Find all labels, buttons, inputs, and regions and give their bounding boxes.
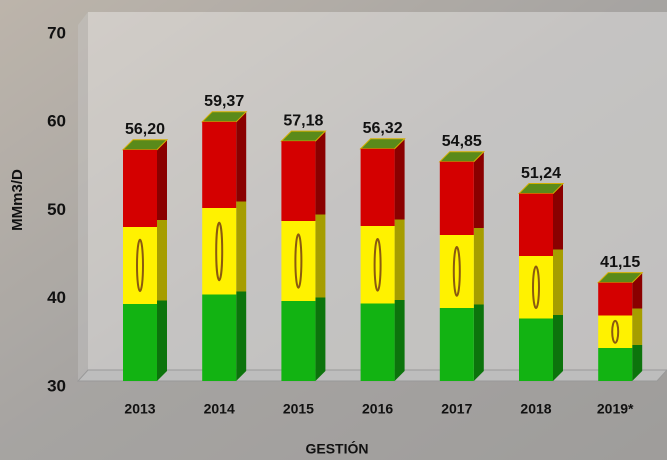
bar-side [315,131,325,381]
bar [519,194,553,381]
bar [123,150,157,381]
x-tick-label: 2017 [441,401,472,417]
value-label: 51,24 [521,165,561,182]
bar [440,162,474,381]
x-axis-label: GESTIÓN [305,440,368,457]
x-tick-label: 2015 [283,401,314,417]
y-axis-label: MMm3/D [9,169,26,231]
bar-side [632,273,642,381]
value-label: 54,85 [442,133,482,150]
bar [361,149,395,381]
bar [202,122,236,381]
bar-side [157,140,167,381]
bar [598,283,632,381]
bar-side [236,112,246,381]
y-tick-label: 50 [47,200,66,219]
value-label: 41,15 [600,254,640,271]
bar-side [553,184,563,381]
y-tick-label: 30 [47,376,66,395]
x-tick-label: 2016 [362,401,393,417]
value-label: 56,32 [363,120,403,137]
x-tick-label: 2019* [597,401,634,417]
x-tick-label: 2013 [124,401,155,417]
y-tick-label: 60 [47,112,66,131]
x-tick-label: 2014 [204,401,235,417]
value-label: 59,37 [204,93,244,110]
side-wall [78,12,88,381]
y-tick-label: 70 [47,23,66,42]
value-label: 56,20 [125,121,165,138]
bar-side [474,152,484,381]
chart: MMm3/D GESTIÓN 30 40 50 60 70 2013 56,20 2014 59… [0,0,667,460]
bar-side [395,139,405,381]
bar [281,141,315,381]
x-tick-label: 2018 [520,401,551,417]
value-label: 57,18 [283,112,323,129]
y-tick-label: 40 [47,288,66,307]
